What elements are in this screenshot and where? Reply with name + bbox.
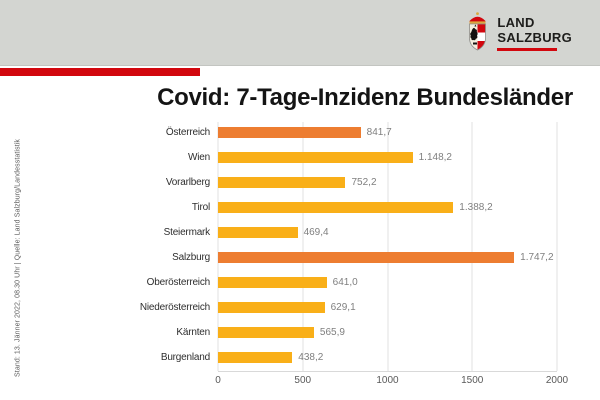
bar: [218, 227, 298, 238]
logo-line1: LAND: [497, 15, 535, 30]
bar-category-label: Vorarlberg: [165, 177, 210, 188]
bar-category-label: Steiermark: [163, 227, 211, 238]
bar-row: Oberösterreich 641,0: [0, 270, 600, 295]
bar-track: 438,2: [218, 352, 557, 363]
red-stripe: [0, 68, 200, 76]
bar-row: Vorarlberg 752,2: [0, 170, 600, 195]
bar-category-label: Oberösterreich: [146, 277, 211, 288]
bar: [218, 252, 515, 263]
bar-row: Österreich 841,7: [0, 120, 600, 145]
x-tick-label: 500: [294, 375, 312, 386]
bar-value-label: 438,2: [298, 352, 324, 363]
salzburg-coat-of-arms-icon: [465, 11, 490, 56]
bar-value-label: 841,7: [366, 127, 392, 138]
bar-track: 1.747,2: [218, 252, 557, 263]
chart-title: Covid: 7-Tage-Inzidenz Bundesländer: [157, 84, 573, 111]
bar-category-label: Salzburg: [172, 252, 210, 263]
bar-value-label: 1.747,2: [520, 252, 554, 263]
gridline: [302, 122, 304, 371]
x-tick-label: 1500: [461, 375, 484, 386]
bar: [218, 152, 413, 163]
bar-row: Burgenland 438,2: [0, 345, 600, 370]
bar-value-label: 469,4: [303, 227, 329, 238]
bar-track: 641,0: [218, 277, 557, 288]
bar-track: 841,7: [218, 127, 557, 138]
bar: [218, 302, 325, 313]
gridline: [471, 122, 473, 371]
gridline: [556, 122, 558, 371]
bar: [218, 127, 361, 138]
bar-category-label: Österreich: [165, 127, 210, 138]
bar-track: 1.148,2: [218, 152, 557, 163]
bar: [218, 352, 293, 363]
bar-value-label: 565,9: [319, 327, 345, 338]
bar-category-label: Niederösterreich: [139, 302, 210, 313]
chart-body: Österreich 841,7 Wien 1.148,2 Vorarlberg 752,…: [0, 120, 600, 372]
bar-track: 629,1: [218, 302, 557, 313]
header-band: [0, 0, 600, 66]
bar-row: Wien 1.148,2: [0, 145, 600, 170]
bar-row: Niederösterreich 629,1: [0, 295, 600, 320]
bar-category-label: Tirol: [191, 202, 210, 213]
grid-layer: [217, 122, 558, 372]
x-tick-label: 0: [215, 375, 221, 386]
bar-track: 752,2: [218, 177, 557, 188]
x-axis: 0 500 1000 1500 2000: [215, 370, 568, 388]
bar-row: Steiermark 469,4: [0, 220, 600, 245]
land-salzburg-logo: LAND SALZBURG: [465, 10, 572, 56]
bar-row: Tirol 1.388,2: [0, 195, 600, 220]
logo-underline: [497, 48, 558, 51]
bar-chart: Österreich 841,7 Wien 1.148,2 Vorarlberg 752,…: [0, 120, 600, 388]
bar-value-label: 752,2: [351, 177, 377, 188]
bar-value-label: 1.388,2: [459, 202, 493, 213]
x-tick-label: 2000: [545, 375, 569, 386]
bar-row: Salzburg 1.747,2: [0, 245, 600, 270]
bar-track: 565,9: [218, 327, 557, 338]
bar-value-label: 641,0: [332, 277, 358, 288]
bar-category-label: Kärnten: [176, 327, 210, 338]
bar: [218, 202, 454, 213]
gridline: [387, 122, 388, 371]
bar-rows: Österreich 841,7 Wien 1.148,2 Vorarlberg 752,…: [0, 120, 600, 370]
bar-category-label: Burgenland: [160, 352, 210, 363]
bar: [218, 277, 327, 288]
x-tick-label: 1000: [376, 375, 399, 386]
bar-category-label: Wien: [188, 152, 210, 163]
bar-track: 469,4: [218, 227, 557, 238]
gridline: [217, 122, 219, 371]
bar: [218, 327, 314, 338]
bar-row: Kärnten 565,9: [0, 320, 600, 345]
bar: [218, 177, 346, 188]
bar-value-label: 629,1: [330, 302, 356, 313]
bar-track: 1.388,2: [218, 202, 557, 213]
logo-line2: SALZBURG: [497, 30, 572, 45]
bar-value-label: 1.148,2: [418, 152, 452, 163]
